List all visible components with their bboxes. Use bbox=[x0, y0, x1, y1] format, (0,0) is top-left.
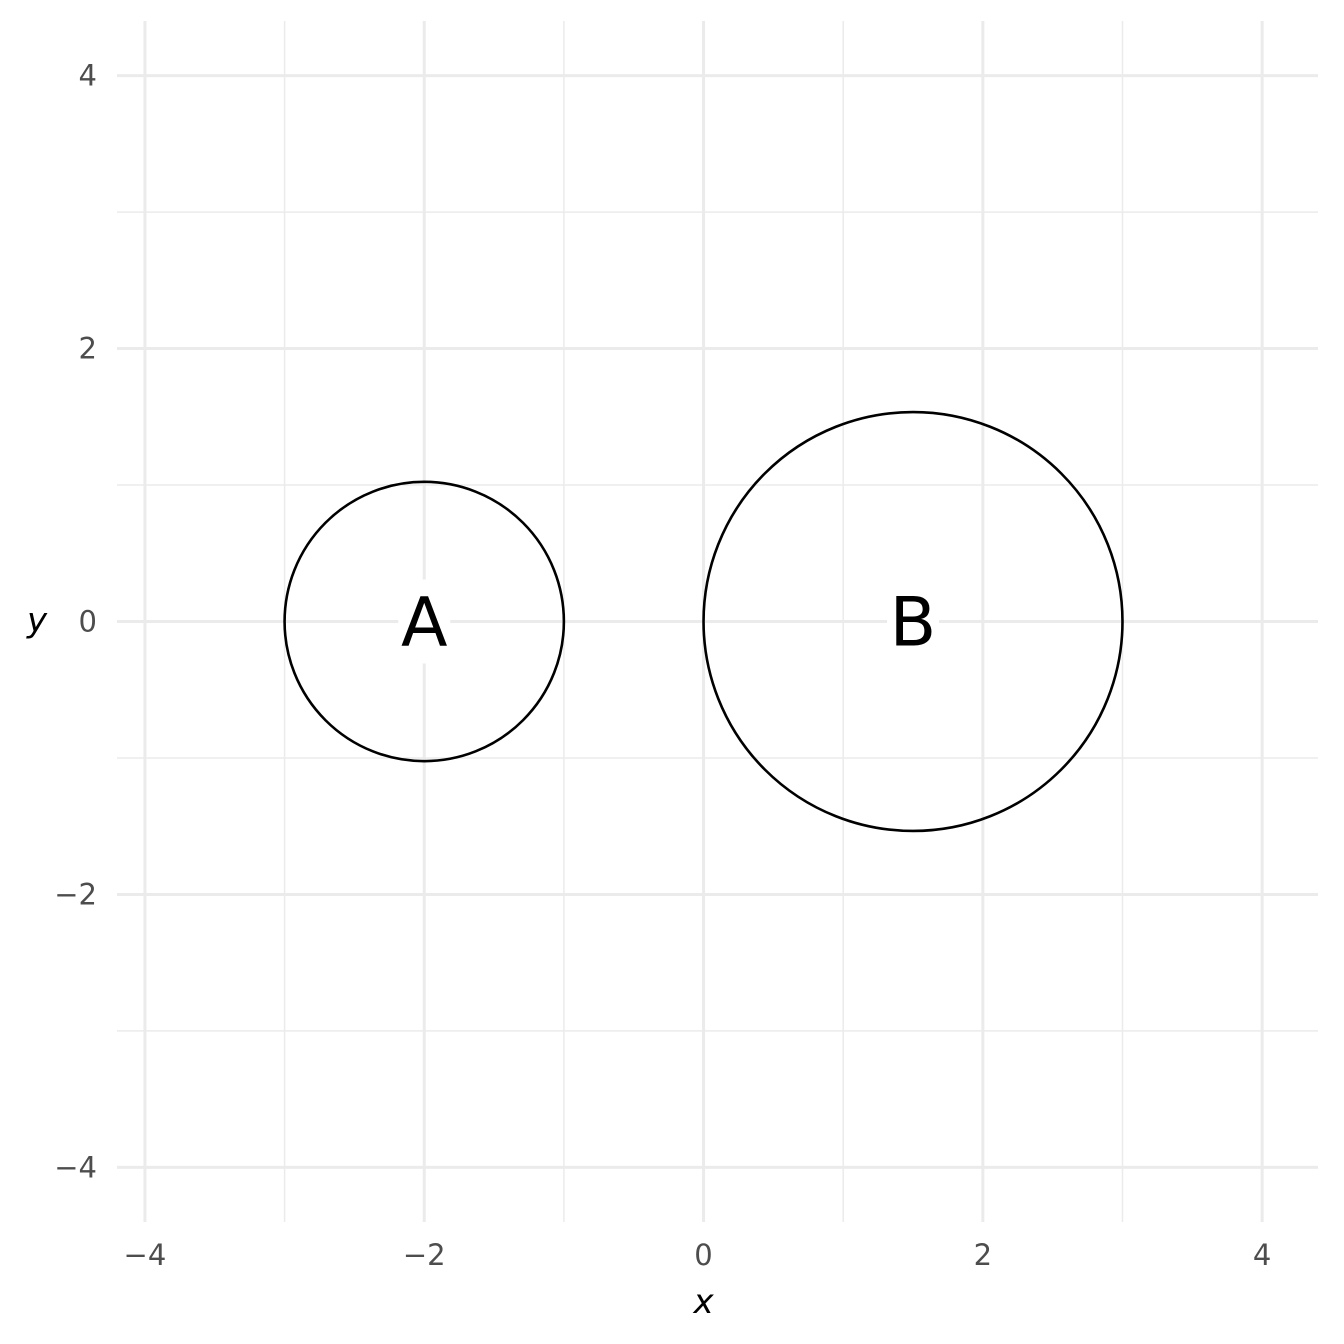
x-tick-label: 4 bbox=[1253, 1238, 1271, 1272]
x-tick-label: 2 bbox=[974, 1238, 992, 1272]
x-tick-label: −4 bbox=[124, 1238, 167, 1272]
y-tick-label: 2 bbox=[79, 332, 97, 366]
x-axis-title: x bbox=[692, 1282, 714, 1322]
y-axis-title: y bbox=[26, 601, 48, 641]
major-gridlines bbox=[117, 21, 1318, 1222]
circle-label-a: A bbox=[401, 584, 448, 663]
x-tick-label: −2 bbox=[403, 1238, 446, 1272]
y-tick-label: −4 bbox=[54, 1150, 97, 1184]
y-tick-label: 4 bbox=[79, 59, 97, 93]
tick-labels: −4 −2 0 2 4 −4 −2 0 2 4 bbox=[54, 59, 1271, 1272]
y-tick-label: −2 bbox=[54, 877, 97, 911]
x-tick-label: 0 bbox=[694, 1238, 712, 1272]
y-tick-label: 0 bbox=[79, 605, 97, 639]
circle-label-b: B bbox=[890, 584, 937, 663]
